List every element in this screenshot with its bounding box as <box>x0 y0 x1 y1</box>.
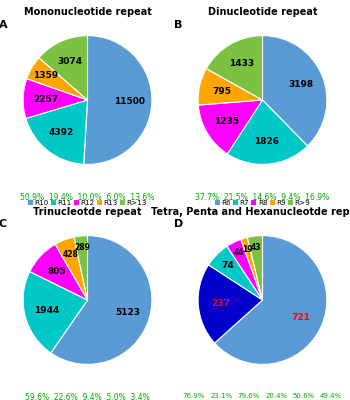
Wedge shape <box>198 68 262 105</box>
Text: 50.6%: 50.6% <box>293 393 315 399</box>
Wedge shape <box>55 237 88 300</box>
Text: A: A <box>0 20 7 30</box>
Text: C: C <box>0 220 7 230</box>
Text: 5123: 5123 <box>115 308 140 317</box>
Text: 721: 721 <box>291 312 310 322</box>
Wedge shape <box>27 58 88 100</box>
Wedge shape <box>23 79 88 118</box>
Text: 289: 289 <box>74 243 90 252</box>
Wedge shape <box>241 238 262 300</box>
Wedge shape <box>198 100 262 154</box>
Text: 59.6%  22.6%  9.4%  5.0%  3.4%: 59.6% 22.6% 9.4% 5.0% 3.4% <box>25 393 150 400</box>
Text: 76.9%: 76.9% <box>183 393 205 399</box>
Text: 11500: 11500 <box>114 97 145 106</box>
Title: Trinucleotde repeat: Trinucleotde repeat <box>33 207 142 217</box>
Text: 49.4%: 49.4% <box>320 393 342 399</box>
Text: 3074: 3074 <box>58 58 83 66</box>
Text: D: D <box>174 220 183 230</box>
Wedge shape <box>227 100 308 164</box>
Wedge shape <box>23 272 88 353</box>
Text: 1235: 1235 <box>214 117 239 126</box>
Wedge shape <box>30 244 88 300</box>
Wedge shape <box>26 100 88 164</box>
Text: 428: 428 <box>62 250 78 260</box>
Text: 20.4%: 20.4% <box>265 393 287 399</box>
Text: 2257: 2257 <box>33 94 58 104</box>
Text: 79.6%: 79.6% <box>238 393 260 399</box>
Title: Dinucleotide repeat: Dinucleotide repeat <box>208 7 317 17</box>
Text: 1433: 1433 <box>229 59 254 68</box>
Text: 19: 19 <box>242 245 253 254</box>
Legend: R10, R11, R12, R13, R>13: R10, R11, R12, R13, R>13 <box>28 200 147 206</box>
Text: 4392: 4392 <box>49 128 74 137</box>
Wedge shape <box>198 265 262 343</box>
Text: 23.1%: 23.1% <box>210 393 232 399</box>
Text: 1359: 1359 <box>33 71 58 80</box>
Text: 805: 805 <box>48 267 66 276</box>
Wedge shape <box>209 246 262 300</box>
Wedge shape <box>262 36 327 146</box>
Text: 44: 44 <box>234 248 244 257</box>
Wedge shape <box>39 36 88 100</box>
Wedge shape <box>84 36 152 164</box>
Text: B: B <box>174 20 182 30</box>
Wedge shape <box>215 236 327 364</box>
Text: 3198: 3198 <box>289 80 314 89</box>
Text: 37.7%  21.5%  14.6%  9.4%  16.9%: 37.7% 21.5% 14.6% 9.4% 16.9% <box>195 193 330 202</box>
Wedge shape <box>206 36 262 100</box>
Text: 1944: 1944 <box>34 306 60 315</box>
Title: Mononucleotide repeat: Mononucleotide repeat <box>23 7 152 17</box>
Text: 795: 795 <box>212 86 231 96</box>
Title: Tetra, Penta and Hexanucleotde repeats: Tetra, Penta and Hexanucleotde repeats <box>152 207 350 217</box>
Text: 1826: 1826 <box>254 137 279 146</box>
Wedge shape <box>247 236 262 300</box>
Wedge shape <box>227 239 262 300</box>
Wedge shape <box>74 236 88 300</box>
Legend: R6, R7, R8, R9, R>9: R6, R7, R8, R9, R>9 <box>215 200 310 206</box>
Text: 50.9%  19.4%  10.0%  6.0%  13.6%: 50.9% 19.4% 10.0% 6.0% 13.6% <box>20 193 155 202</box>
Wedge shape <box>51 236 152 364</box>
Text: 43: 43 <box>251 243 261 252</box>
Text: 74: 74 <box>222 262 235 270</box>
Text: 237: 237 <box>211 299 230 308</box>
